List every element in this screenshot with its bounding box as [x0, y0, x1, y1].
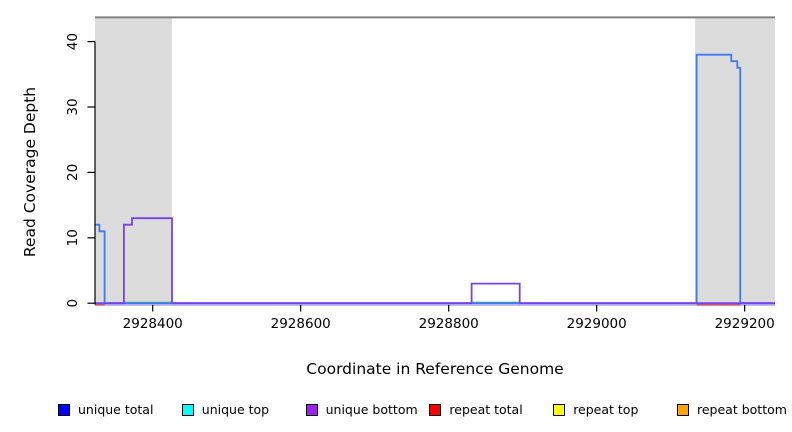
x-tick-label: 2928400 [123, 316, 183, 332]
y-tick-label: 40 [65, 33, 81, 50]
series-line-unique-total [95, 53, 775, 305]
x-tick-label: 2929000 [567, 316, 627, 332]
y-tick-label: 30 [65, 98, 81, 115]
repeat-region-shade [695, 18, 775, 305]
baseline-shadow [95, 304, 775, 306]
x-tick-label: 2929200 [715, 316, 775, 332]
repeat-region-shade [95, 18, 172, 305]
y-tick-label: 20 [65, 164, 81, 181]
y-tick-label: 10 [65, 229, 81, 246]
zero-depth-segment [95, 303, 105, 306]
zero-depth-segment [696, 303, 741, 306]
y-axis-title: Read Coverage Depth [21, 86, 39, 258]
x-axis-title: Coordinate in Reference Genome [306, 360, 564, 378]
series-line-unique-bottom [95, 217, 775, 305]
y-tick-label: 0 [65, 299, 81, 308]
x-tick-label: 2928800 [419, 316, 479, 332]
x-tick-label: 2928600 [271, 316, 331, 332]
